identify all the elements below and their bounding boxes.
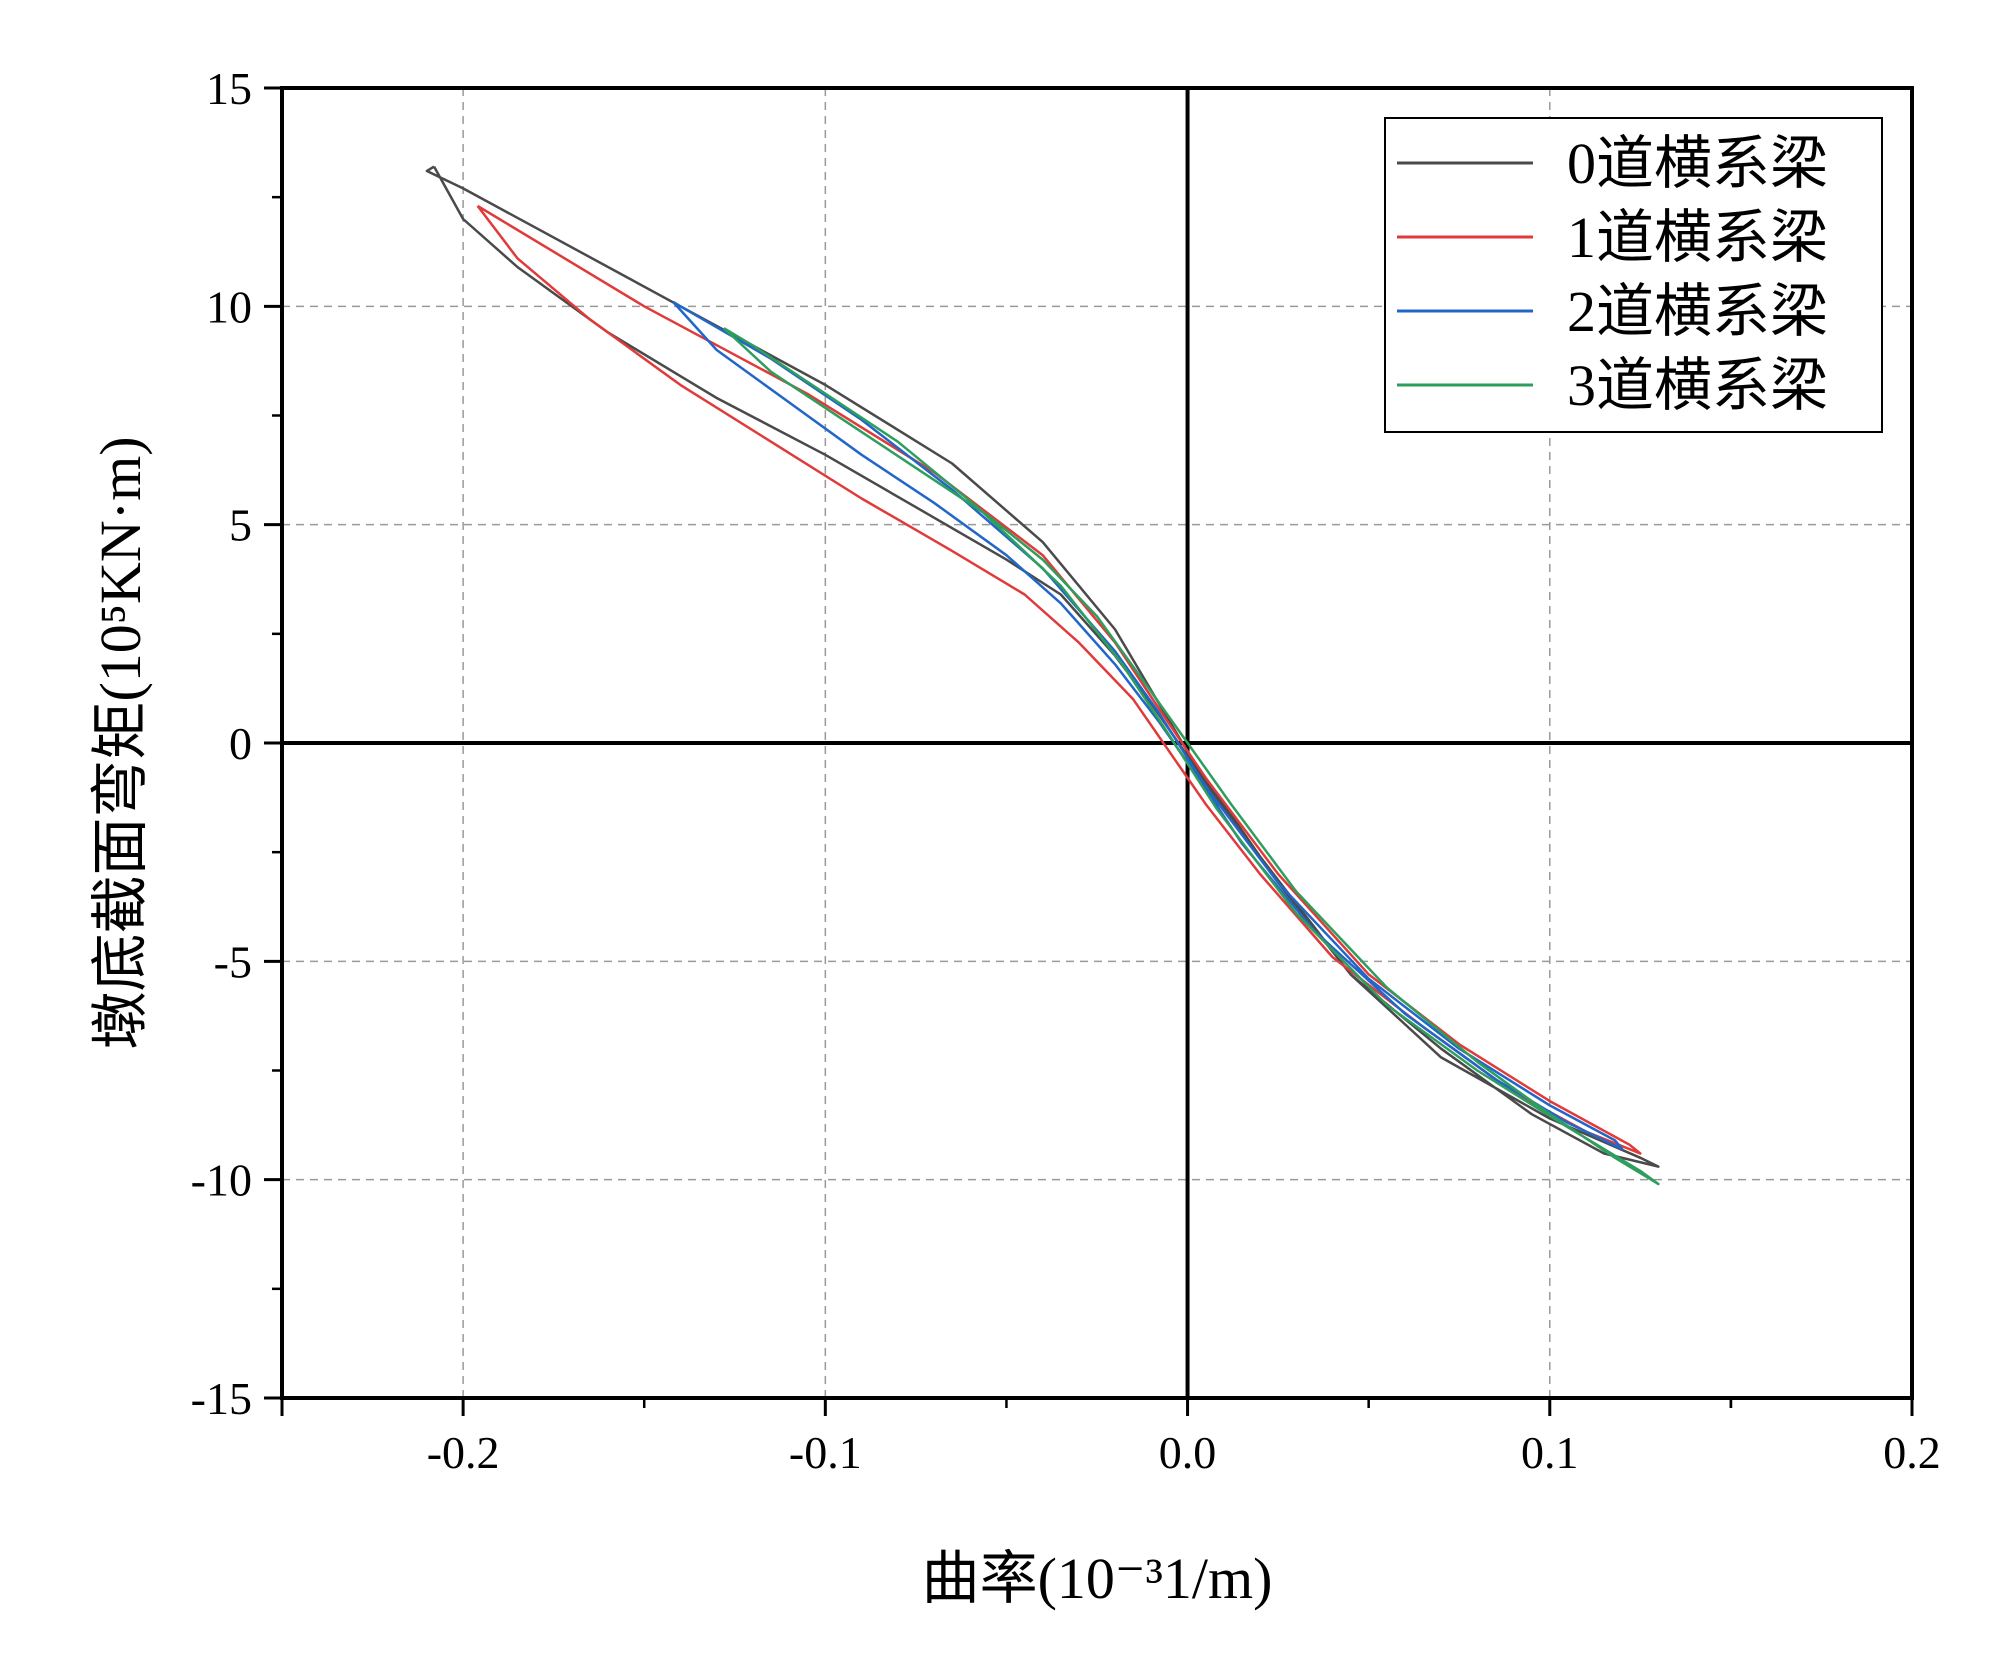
legend-label-0: 0道横系梁: [1567, 131, 1828, 196]
y-tick-label: 5: [229, 500, 252, 551]
tick-labels: -0.2 -0.1 0.0 0.1 0.2 -15 -10 -5 0 5 10 15: [191, 63, 1941, 1478]
series-line-0: [425, 165, 1660, 1168]
y-tick-label: -15: [191, 1373, 252, 1424]
x-tick-label: -0.1: [789, 1427, 862, 1478]
legend-label-1: 1道横系梁: [1567, 205, 1828, 270]
legend-label-2: 2道横系梁: [1567, 279, 1828, 344]
series-line-3: [723, 327, 1660, 1186]
y-axis-title: 墩底截面弯矩(10⁵KN·m): [88, 436, 153, 1049]
y-tick-label: 15: [206, 63, 252, 114]
legend-box: [1384, 117, 1883, 433]
x-tick-label: 0.2: [1883, 1427, 1941, 1478]
x-tick-label: 0.0: [1159, 1427, 1217, 1478]
x-tick-label: -0.2: [427, 1427, 500, 1478]
axis-ticks: [264, 86, 1914, 1416]
x-tick-label: 0.1: [1521, 1427, 1579, 1478]
y-tick-label: -5: [214, 936, 252, 987]
legend-label-3: 3道横系梁: [1567, 353, 1828, 418]
legend: 0道横系梁 1道横系梁 2道横系梁 3道横系梁: [1384, 117, 1883, 433]
x-axis-title: 曲率(10⁻³1/m): [922, 1546, 1273, 1611]
y-tick-label: -10: [191, 1155, 252, 1206]
y-tick-label: 10: [206, 281, 252, 332]
data-series: [425, 165, 1660, 1186]
y-tick-label: 0: [229, 718, 252, 769]
